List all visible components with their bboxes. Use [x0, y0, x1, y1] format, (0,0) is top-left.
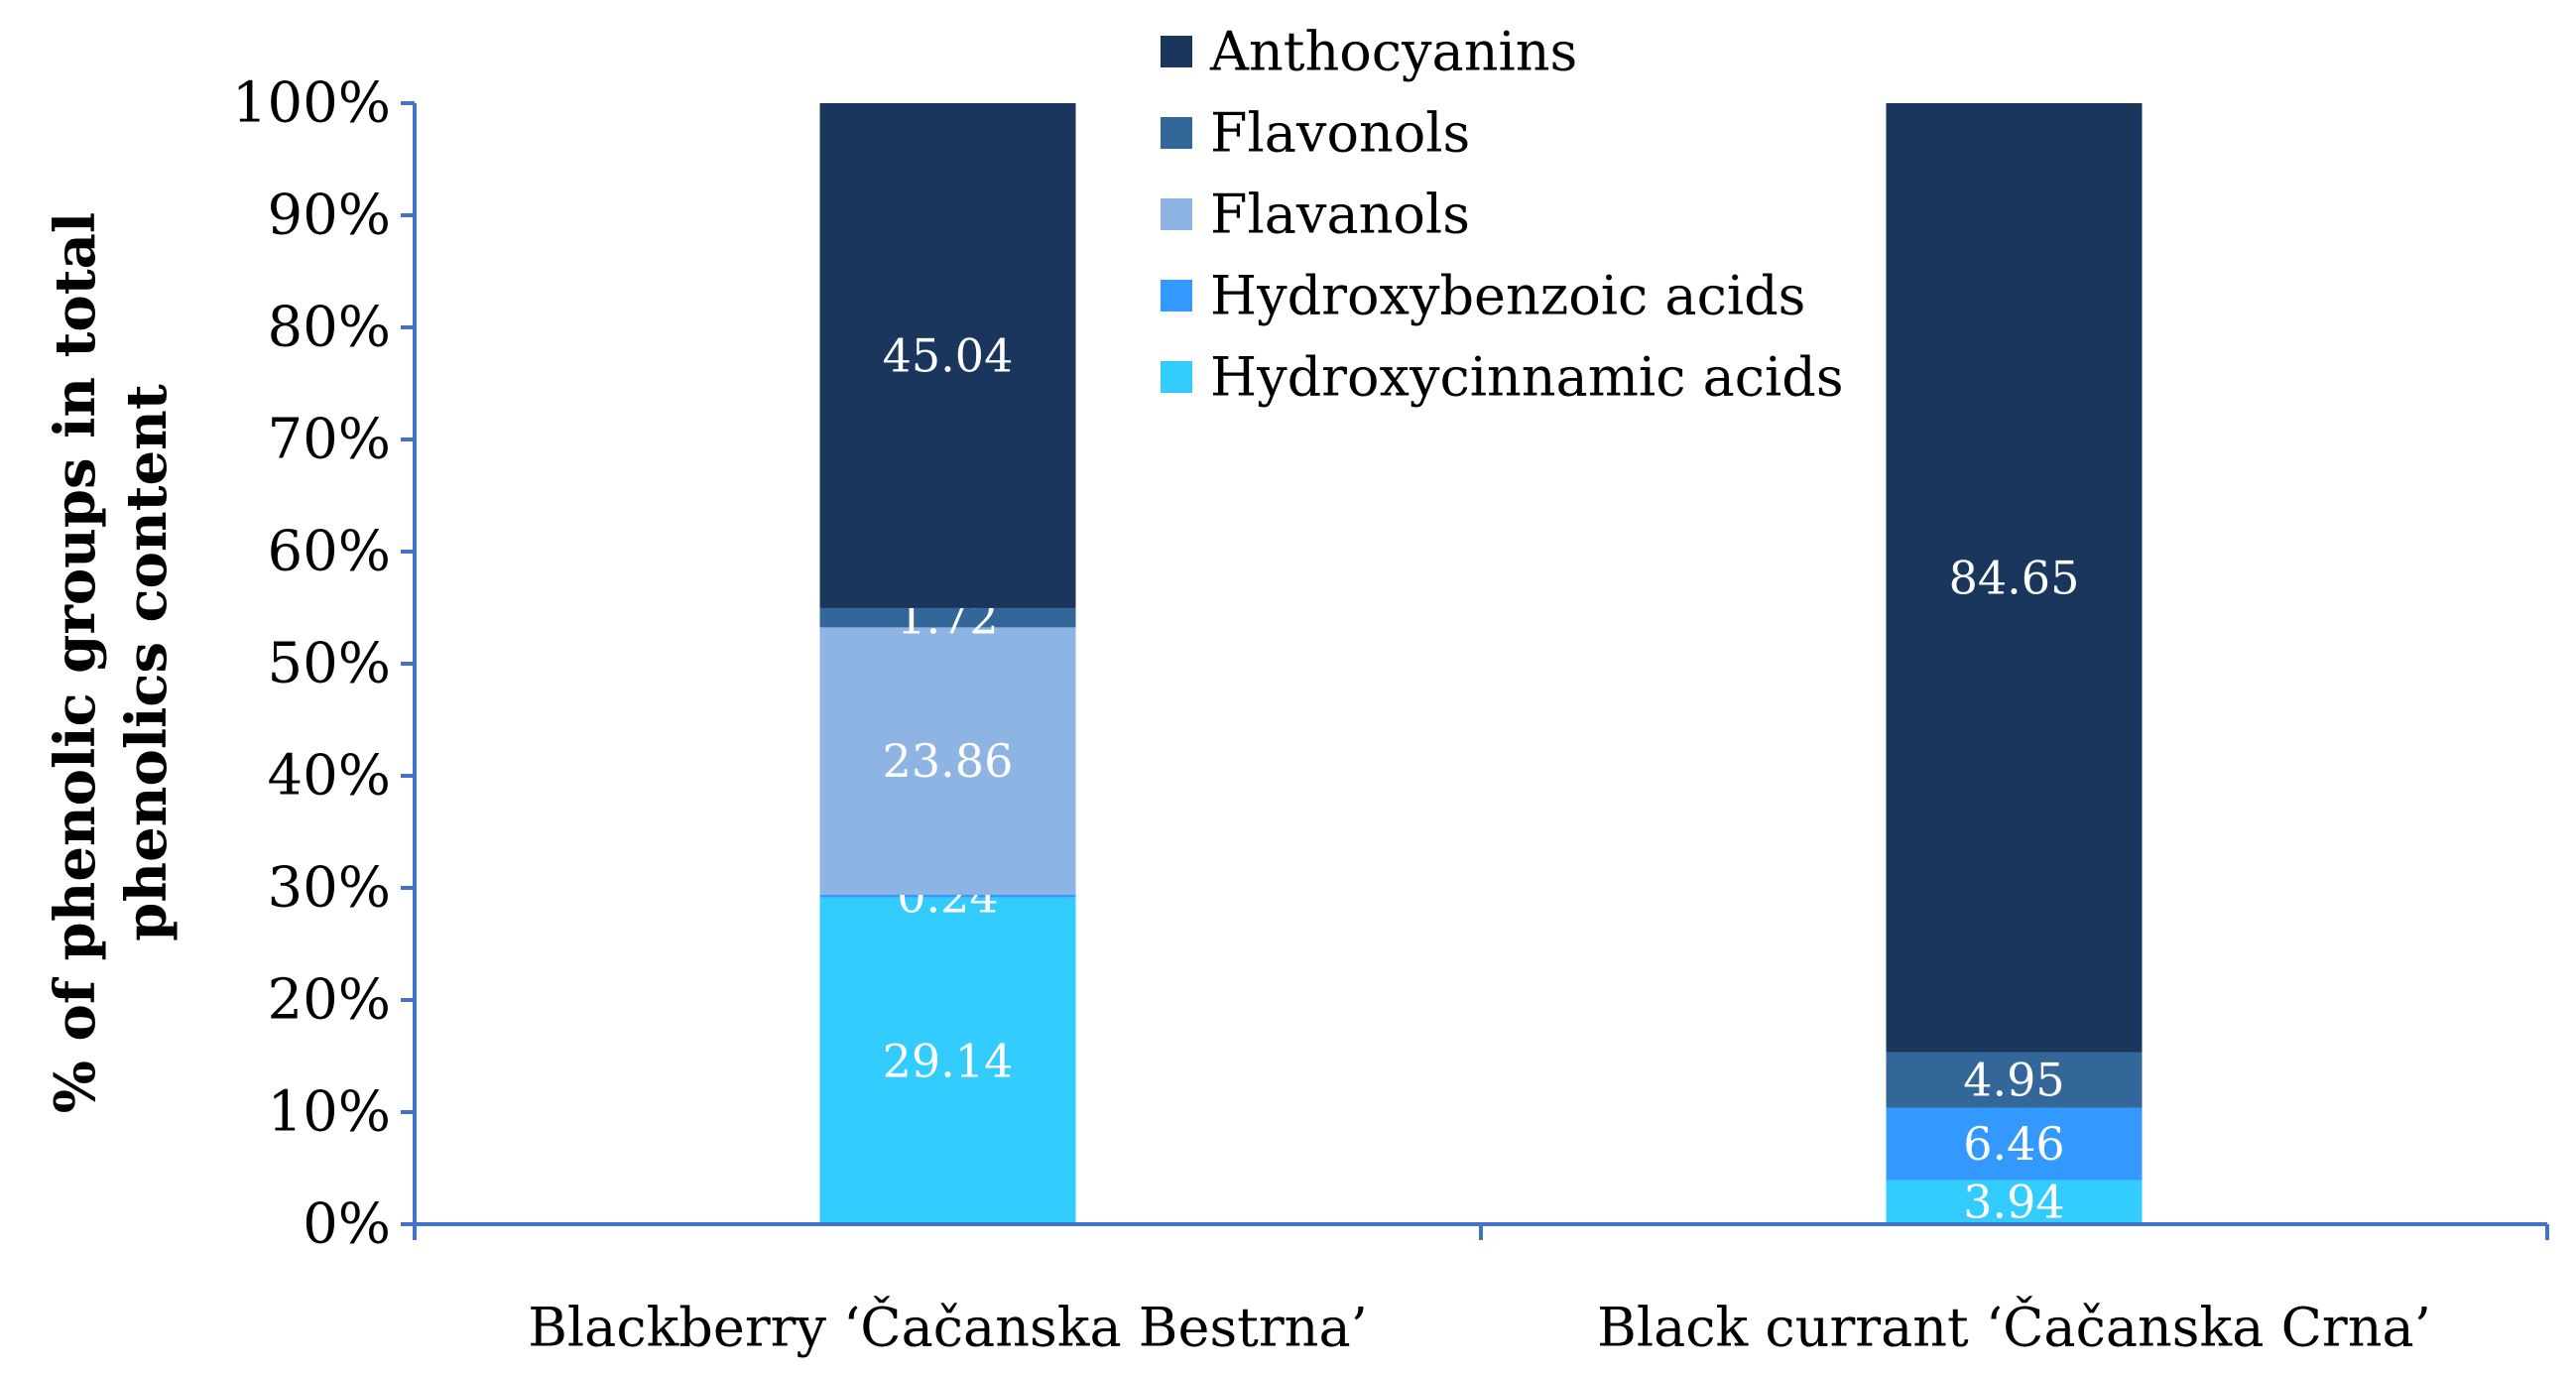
bar-segment	[1886, 1107, 2143, 1181]
legend-label: Hydroxycinnamic acids	[1210, 346, 1844, 409]
legend-swatch	[1161, 280, 1192, 312]
bar-segment	[1886, 1052, 2143, 1108]
data-label: 4.95	[1963, 1054, 2064, 1107]
bar-segment	[819, 897, 1076, 1224]
data-label: 3.94	[1963, 1176, 2064, 1229]
bar-segment	[819, 103, 1076, 608]
y-tick-label: 10%	[268, 1080, 391, 1145]
bar-segment	[819, 895, 1076, 898]
legend-label: Flavonols	[1210, 102, 1470, 165]
legend-swatch	[1161, 36, 1192, 67]
y-tick-label: 80%	[268, 296, 391, 360]
y-tick-label: 50%	[268, 632, 391, 696]
bar-segment	[1886, 103, 2143, 1053]
legend-swatch	[1161, 198, 1192, 230]
y-tick-label: 40%	[268, 744, 391, 809]
bar-segment	[819, 627, 1076, 896]
y-axis-title-line: phenolics content	[114, 384, 180, 941]
legend: Anthocyanins Flavonols Flavanols Hydroxyben…	[1161, 21, 1844, 409]
y-tick-label: 0%	[303, 1192, 391, 1257]
data-label: 23.86	[883, 734, 1014, 788]
legend-label: Hydroxybenzoic acids	[1210, 265, 1805, 327]
y-axis-title-line: % of phenolic groups in total	[43, 212, 108, 1113]
bar-segment	[1886, 1180, 2143, 1224]
legend-swatch	[1161, 361, 1192, 393]
data-label: 84.65	[1949, 551, 2080, 604]
legend-label: Anthocyanins	[1209, 21, 1577, 83]
x-tick-label: Blackberry ‘Čačanska Bestrna’	[528, 1296, 1368, 1359]
y-tick-label: 90%	[268, 184, 391, 248]
legend-swatch	[1161, 117, 1192, 149]
y-tick-label: 70%	[268, 408, 391, 472]
y-axis-title: % of phenolic groups in total phenolics c…	[43, 212, 180, 1113]
axes-group: 0% 10% 20% 30% 40% 50% 60% 70% 80% 90% 100% Blackbe…	[43, 71, 2549, 1359]
data-label: 6.46	[1963, 1117, 2064, 1171]
data-label: 45.04	[883, 328, 1014, 382]
x-tick-label: Black currant ‘Čačanska Crna’	[1597, 1296, 2431, 1359]
y-tick-label: 60%	[268, 520, 391, 584]
legend-label: Flavanols	[1210, 184, 1470, 246]
y-tick-label: 100%	[232, 71, 391, 136]
y-tick-label: 20%	[268, 968, 391, 1033]
data-label: 29.14	[883, 1034, 1014, 1087]
bar-segment	[819, 607, 1076, 628]
y-tick-label: 30%	[268, 856, 391, 921]
